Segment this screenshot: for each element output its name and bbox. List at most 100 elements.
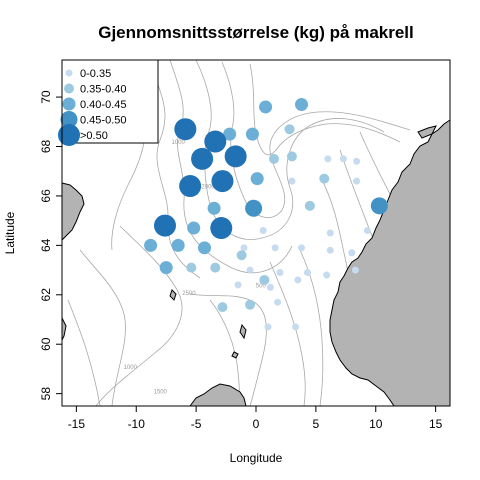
data-point [319,173,330,184]
data-points [144,97,388,331]
y-tick-label: 58 [39,387,53,401]
shetland-islands [239,323,247,340]
legend-label: 0.35-0.40 [80,84,126,96]
legend-label: 0.40-0.45 [80,99,126,111]
data-point [245,127,259,141]
data-point [323,271,331,279]
data-point [236,250,247,261]
data-point [303,269,311,277]
data-point [268,153,279,164]
legend-label: >0.50 [80,130,108,142]
y-tick-label: 70 [39,90,53,104]
data-point [339,155,347,163]
contour-line [221,61,411,219]
iceland-edge [61,317,67,341]
data-point [245,299,256,310]
data-point [144,238,158,252]
data-point [295,97,309,111]
data-point [353,177,361,185]
data-point [284,124,295,135]
legend-marker [64,83,74,94]
y-tick-label: 68 [39,140,53,154]
legend-marker [58,124,80,146]
data-point [304,200,315,211]
data-point [159,261,173,275]
contour-label: 500 [256,283,267,289]
data-point [223,127,237,141]
contour-line [67,299,101,407]
lofoten-islands [417,125,437,139]
data-point [217,302,228,313]
data-point [274,298,282,306]
scotland-landmass [189,383,247,407]
data-point [363,227,371,235]
data-point [207,201,221,215]
data-point [259,274,270,285]
data-point [240,244,248,252]
data-point [153,214,176,237]
data-point [370,197,388,215]
data-point [234,281,242,289]
data-point [171,238,185,252]
contour-line [269,261,306,407]
norway-landmass [329,119,451,407]
x-tick-label: -15 [68,417,86,431]
x-axis: -15 -10 -5 0 5 10 15 [68,405,443,431]
legend-box [61,59,159,144]
data-point [246,266,254,274]
data-point [266,283,274,291]
y-tick-label: 62 [39,288,53,302]
x-tick-label: 15 [429,417,443,431]
x-tick-label: 10 [369,417,383,431]
data-point [348,249,356,257]
data-point [264,323,272,331]
data-point [294,276,302,284]
data-point [271,244,279,252]
data-point [186,262,197,273]
x-tick-label: 5 [313,417,320,431]
greenland-landmass [61,182,85,242]
contour-label: 2500 [182,291,196,297]
x-axis-label: Longitude [230,451,283,465]
data-point [179,175,202,198]
plot-area: 100020003000500250010001500 0-0.350.35-0… [58,59,451,407]
data-point [326,246,334,254]
data-point [191,147,214,170]
data-point [204,130,227,153]
legend-marker [65,69,73,77]
y-tick-label: 60 [39,337,53,351]
legend-marker [62,97,76,111]
data-point [288,177,296,185]
data-point [211,170,234,193]
data-point [292,323,300,331]
contour-label: 2000 [201,185,215,191]
contour-label: 1000 [171,140,185,146]
legend-label: 0.45-0.50 [80,115,126,127]
data-point [276,269,284,277]
data-point [324,155,332,163]
data-point [210,217,233,240]
land-masses [61,119,451,407]
data-point [187,221,201,235]
contour-line [249,63,401,156]
legend-marker [60,111,78,128]
legend-label: 0-0.35 [80,68,111,80]
contour-line [299,249,324,407]
orkney-islands [231,351,239,359]
contour-line [169,59,293,273]
data-point [259,227,267,235]
y-axis-label: Latitude [3,211,17,254]
data-point [210,262,221,273]
contour-line [195,59,385,240]
data-point [286,151,297,162]
contour-line [79,249,126,407]
contour-label: 1000 [124,365,138,371]
data-point [298,244,306,252]
faroe-islands [169,289,177,301]
y-tick-label: 64 [39,238,53,252]
data-point [245,199,263,217]
legend: 0-0.35 0.35-0.40 0.40-0.45 0.45-0.50 >0.50 [58,59,159,146]
chart-title: Gjennomsnittsstørrelse (kg) på makrell [98,23,414,42]
data-point [351,266,359,274]
